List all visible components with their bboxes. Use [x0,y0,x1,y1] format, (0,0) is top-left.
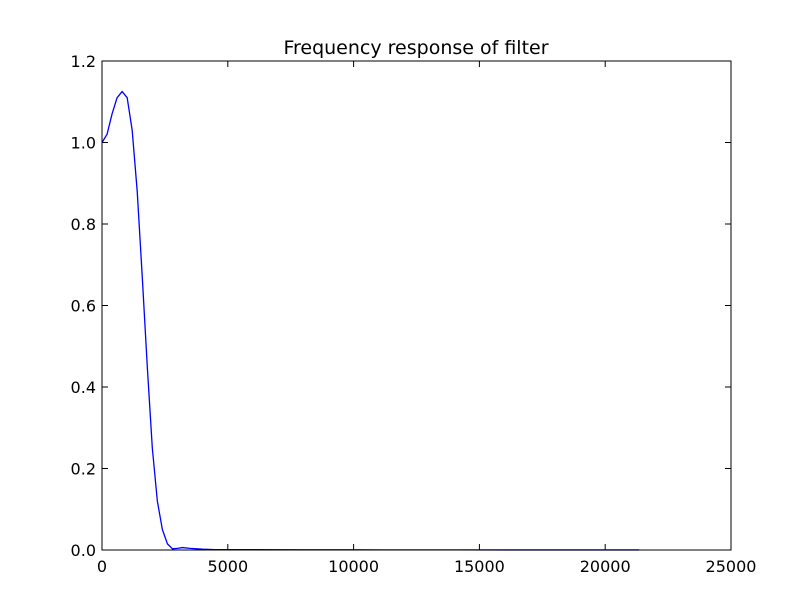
y-tick-label: 1.0 [71,134,96,153]
x-tick-label: 20000 [580,557,631,576]
y-tick-label: 0.4 [71,378,96,397]
y-tick-label: 0.8 [71,215,96,234]
plot-background [102,61,731,550]
y-tick-label: 0.6 [71,297,96,316]
x-tick-label: 10000 [328,557,379,576]
x-tick-label: 25000 [706,557,757,576]
chart-title: Frequency response of filter [283,37,548,59]
y-tick-label: 0.0 [71,541,96,560]
plot-frame [101,60,732,551]
x-tick-label: 15000 [454,557,505,576]
y-tick-label: 0.2 [71,460,96,479]
x-tick-label: 5000 [207,557,248,576]
y-tick-label: 1.2 [71,52,96,71]
x-tick-label: 0 [97,557,107,576]
